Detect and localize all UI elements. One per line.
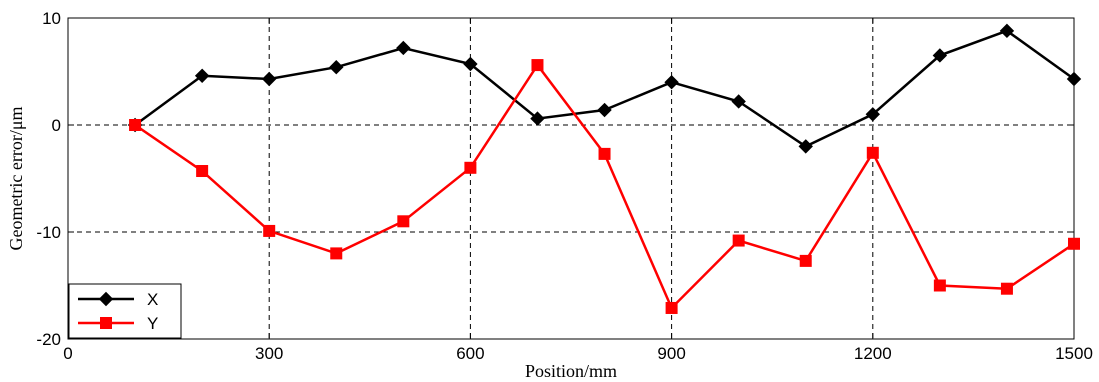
data-point-x (396, 40, 411, 56)
series-y (129, 59, 1080, 314)
data-point-y (531, 59, 544, 72)
data-point-y (1000, 282, 1013, 295)
legend-label: Y (147, 314, 158, 333)
y-tick-label: -20 (36, 330, 61, 349)
series-line-x (134, 29, 1075, 148)
data-point-y (397, 215, 410, 228)
series-line-y (134, 62, 1075, 311)
data-point-y (665, 301, 678, 314)
x-tick-label: 900 (657, 344, 685, 363)
data-point-x (798, 139, 813, 154)
y-tick-label: 10 (42, 9, 61, 28)
legend-marker (100, 317, 112, 329)
legend-item-x: X (78, 290, 158, 309)
data-point-y (129, 119, 142, 131)
data-point-y (732, 234, 745, 247)
y-axis-label: Geometric error/μm (6, 106, 26, 250)
y-tick-label: -10 (36, 223, 61, 242)
legend-items: XY (78, 290, 158, 333)
data-point-x (999, 23, 1015, 39)
grid-lines (68, 18, 1074, 339)
data-point-x (530, 111, 545, 126)
data-point-x (731, 94, 746, 109)
legend-label: X (147, 290, 158, 309)
data-point-x (932, 48, 948, 63)
data-point-y (598, 147, 611, 160)
x-axis-label: Position/mm (525, 361, 617, 381)
data-point-y (263, 224, 276, 237)
legend-marker (98, 291, 114, 307)
data-point-x (865, 107, 881, 122)
x-tick-label: 1500 (1055, 344, 1093, 363)
data-point-x (463, 56, 478, 72)
data-point-y (196, 165, 209, 178)
data-point-x (261, 71, 277, 87)
data-point-y (464, 161, 477, 174)
data-point-x (329, 60, 344, 75)
y-tick-label: 0 (52, 116, 61, 135)
legend: XY (68, 283, 182, 339)
x-tick-label: 600 (456, 344, 484, 363)
data-point-x (664, 74, 679, 90)
legend-item-y: Y (78, 314, 158, 333)
legend-box (68, 283, 182, 339)
x-tick-label: 1200 (854, 344, 892, 363)
data-point-y (933, 279, 946, 292)
data-point-y (866, 146, 879, 159)
data-point-x (597, 102, 612, 118)
data-point-x (1066, 71, 1082, 87)
series-x (127, 23, 1082, 154)
data-point-x (194, 68, 210, 83)
data-point-y (330, 247, 343, 260)
data-point-y (799, 254, 812, 267)
x-tick-label: 0 (63, 344, 72, 363)
axis-ticks: 0 300 600 900 1200 1500 -20 -10 0 10 (36, 9, 1092, 363)
x-tick-label: 300 (255, 344, 283, 363)
plot-area-frame (67, 17, 1075, 340)
series-layer (127, 23, 1082, 314)
data-point-y (1068, 237, 1080, 250)
